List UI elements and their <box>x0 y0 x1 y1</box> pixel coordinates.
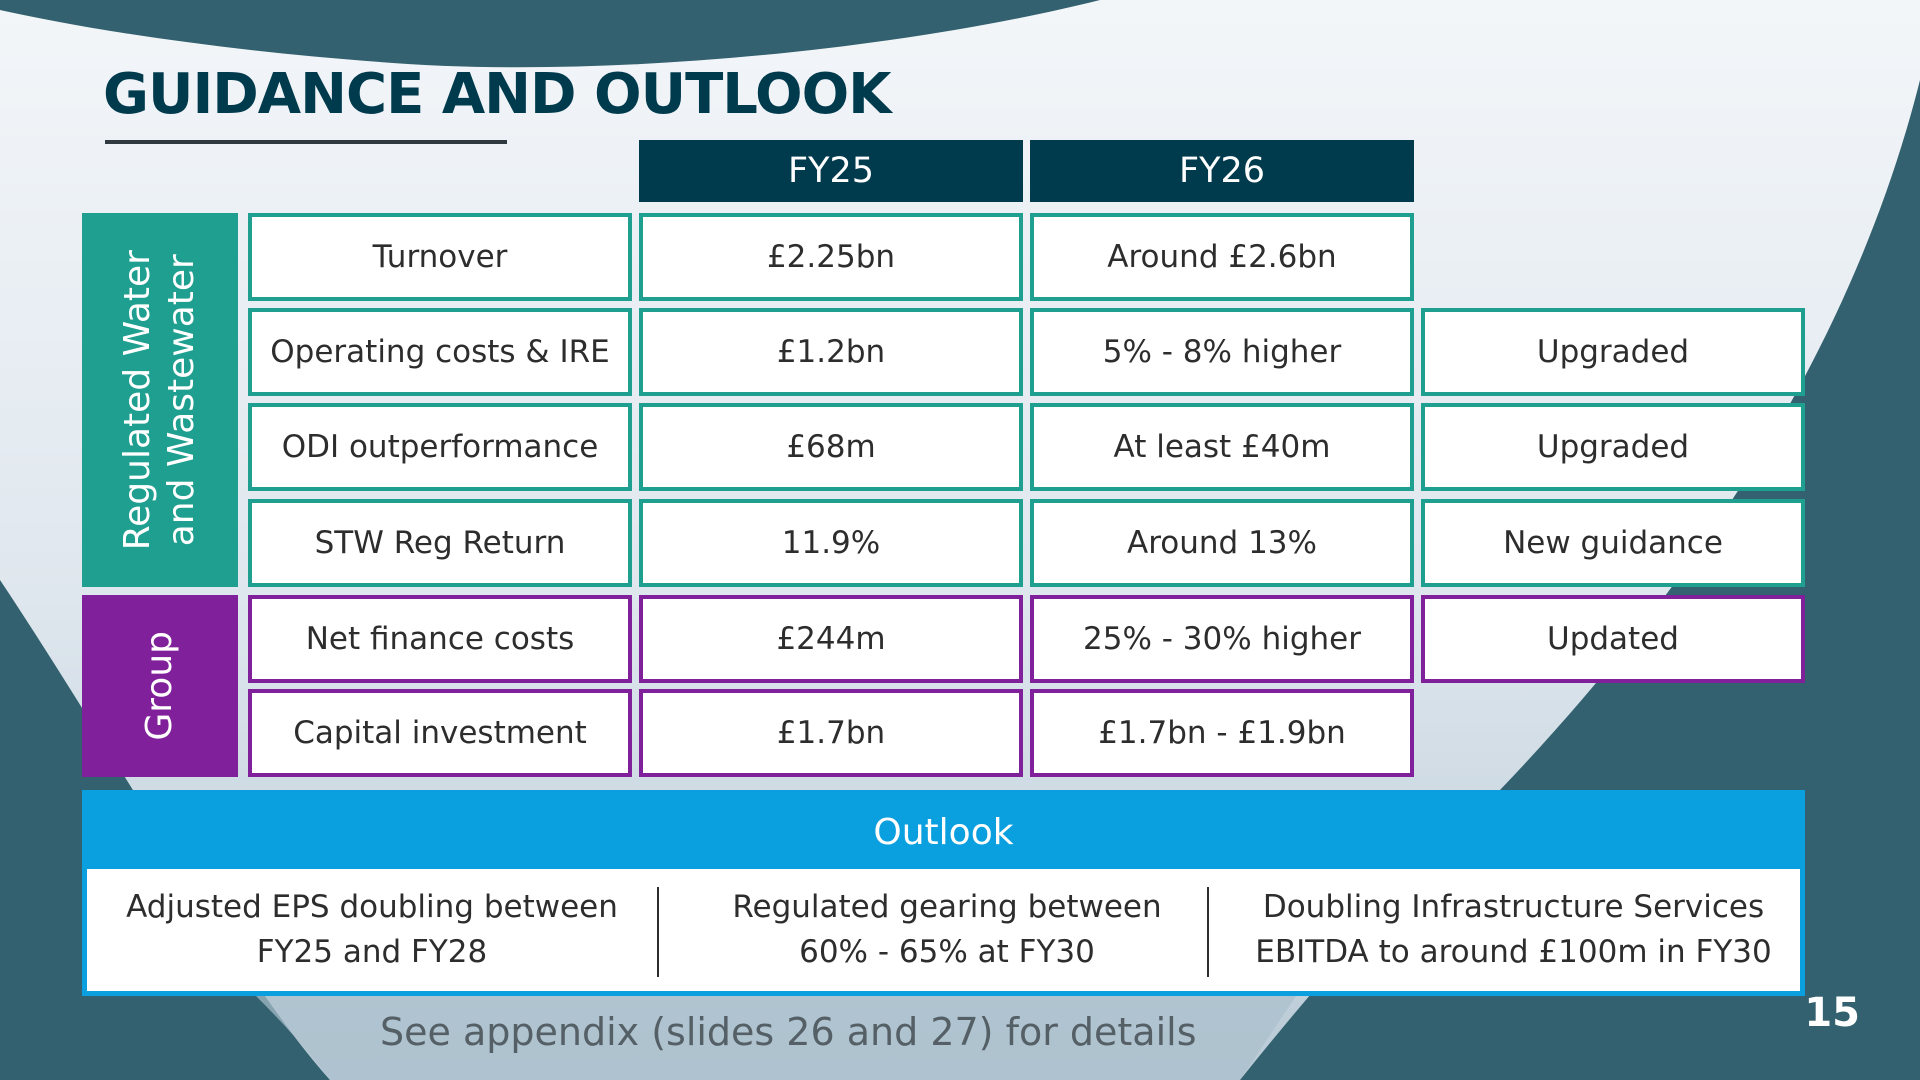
fy26-capital-investment: £1.7bn - £1.9bn <box>1030 689 1414 777</box>
fy25-net-finance-costs: £244m <box>639 595 1023 683</box>
fy26-stw-reg-return: Around 13% <box>1030 499 1414 587</box>
fy25-turnover: £2.25bn <box>639 213 1023 301</box>
outlook-item-eps: Adjusted EPS doubling between FY25 and F… <box>126 889 618 970</box>
metric-turnover: Turnover <box>248 213 632 301</box>
title-underline <box>105 140 507 144</box>
status-operating-costs: Upgraded <box>1421 308 1805 396</box>
status-net-finance-costs: Updated <box>1421 595 1805 683</box>
group-label-regulated: Regulated Water and Wastewater <box>82 213 238 587</box>
metric-operating-costs: Operating costs & IRE <box>248 308 632 396</box>
fy25-stw-reg-return: 11.9% <box>639 499 1023 587</box>
outlook-title: Outlook <box>87 795 1800 869</box>
group-label-group: Group <box>82 595 238 777</box>
fy26-operating-costs: 5% - 8% higher <box>1030 308 1414 396</box>
fy26-net-finance-costs: 25% - 30% higher <box>1030 595 1414 683</box>
fy25-operating-costs: £1.2bn <box>639 308 1023 396</box>
group-label-regulated-text: Regulated Water and Wastewater <box>117 249 202 551</box>
group-label-group-text: Group <box>139 631 180 741</box>
metric-capital-investment: Capital investment <box>248 689 632 777</box>
metric-odi-outperformance: ODI outperformance <box>248 403 632 491</box>
outlook-body: Adjusted EPS doubling between FY25 and F… <box>87 869 1800 991</box>
header-fy26: FY26 <box>1030 140 1414 202</box>
page-number: 15 <box>1804 990 1860 1036</box>
header-fy25: FY25 <box>639 140 1023 202</box>
outlook-item-gearing: Regulated gearing between 60% - 65% at F… <box>732 889 1162 970</box>
fy25-odi-outperformance: £68m <box>639 403 1023 491</box>
appendix-footnote: See appendix (slides 26 and 27) for deta… <box>380 1010 1197 1054</box>
status-stw-reg-return: New guidance <box>1421 499 1805 587</box>
status-odi-outperformance: Upgraded <box>1421 403 1805 491</box>
fy25-capital-investment: £1.7bn <box>639 689 1023 777</box>
outlook-divider <box>657 887 659 977</box>
outlook-panel: Outlook Adjusted EPS doubling between FY… <box>82 790 1805 996</box>
outlook-divider <box>1207 887 1209 977</box>
fy26-odi-outperformance: At least £40m <box>1030 403 1414 491</box>
metric-stw-reg-return: STW Reg Return <box>248 499 632 587</box>
metric-net-finance-costs: Net finance costs <box>248 595 632 683</box>
slide-title: GUIDANCE AND OUTLOOK <box>103 62 892 127</box>
fy26-turnover: Around £2.6bn <box>1030 213 1414 301</box>
outlook-item-infrastructure: Doubling Infrastructure Services EBITDA … <box>1255 889 1772 970</box>
